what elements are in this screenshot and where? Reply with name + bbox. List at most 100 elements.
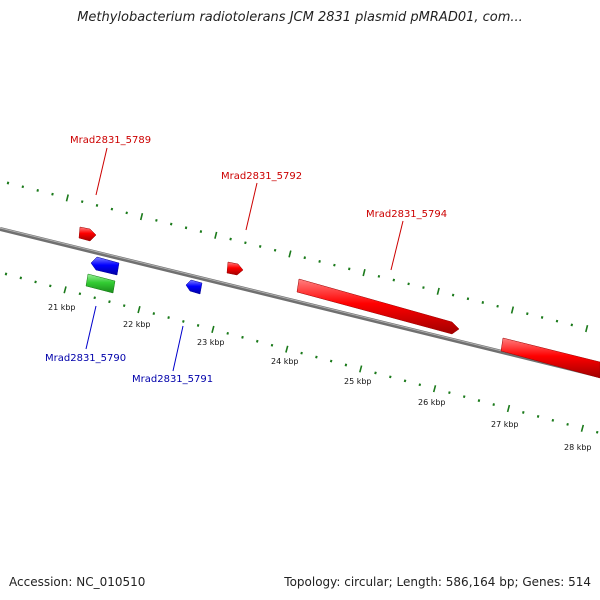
kbp-label-21: 21 kbp xyxy=(48,303,76,312)
minor-tick xyxy=(481,301,485,304)
minor-tick xyxy=(36,189,39,192)
minor-tick xyxy=(418,383,422,387)
gene-mrad2831-5790[interactable] xyxy=(90,256,120,276)
minor-tick xyxy=(34,280,37,284)
minor-tick xyxy=(403,379,407,383)
minor-tick xyxy=(255,339,259,343)
major-tick xyxy=(285,345,289,353)
kbp-label-22: 22 kbp xyxy=(123,320,151,329)
major-tick xyxy=(288,250,292,258)
major-tick xyxy=(137,305,141,314)
kbp-label-26: 26 kbp xyxy=(418,398,446,407)
minor-tick xyxy=(167,316,170,319)
backbone-highlight xyxy=(0,227,600,376)
major-tick xyxy=(211,325,215,334)
rna-gene[interactable] xyxy=(85,273,116,294)
major-tick xyxy=(436,287,440,295)
minor-tick xyxy=(303,256,306,260)
minor-tick xyxy=(595,430,599,434)
minor-tick xyxy=(4,272,8,276)
minor-tick xyxy=(377,274,381,278)
minor-tick xyxy=(80,200,84,204)
minor-tick xyxy=(49,284,52,288)
minor-tick xyxy=(329,359,333,363)
minor-tick xyxy=(125,211,128,215)
minor-tick xyxy=(95,203,99,207)
major-tick xyxy=(359,365,363,373)
major-tick xyxy=(63,286,67,294)
minor-tick xyxy=(152,312,156,315)
gene-label-5791[interactable]: Mrad2831_5791 xyxy=(132,374,213,385)
minor-tick xyxy=(477,399,481,403)
gene-mrad2831-5794[interactable] xyxy=(296,278,460,335)
kbp-label-27: 27 kbp xyxy=(491,420,519,429)
major-tick xyxy=(580,424,585,432)
major-tick xyxy=(585,325,589,333)
minor-tick xyxy=(315,355,318,359)
minor-tick xyxy=(555,319,559,323)
minor-tick xyxy=(78,292,82,296)
kbp-label-23: 23 kbp xyxy=(197,338,225,347)
kbp-label-25: 25 kbp xyxy=(344,377,372,386)
major-tick xyxy=(362,269,366,277)
major-tick xyxy=(432,385,437,393)
upper-tick-track xyxy=(6,181,589,333)
minor-tick xyxy=(122,304,126,308)
minor-tick xyxy=(155,218,158,222)
minor-tick xyxy=(551,418,555,422)
major-tick xyxy=(506,404,511,413)
minor-tick xyxy=(492,403,495,406)
minor-tick xyxy=(273,248,277,252)
label-line-5789 xyxy=(95,147,108,196)
gene-label-5794[interactable]: Mrad2831_5794 xyxy=(366,209,447,220)
major-tick xyxy=(65,194,69,202)
backbone-line xyxy=(0,227,600,378)
minor-tick xyxy=(570,323,574,327)
minor-tick xyxy=(199,230,203,233)
label-line-5794 xyxy=(390,220,404,271)
gene-label-5789[interactable]: Mrad2831_5789 xyxy=(70,135,151,146)
minor-tick xyxy=(389,375,392,379)
gene-mrad2831-5792[interactable] xyxy=(226,261,244,276)
gene-mrad2831-5789[interactable] xyxy=(78,226,97,242)
minor-tick xyxy=(6,181,10,185)
minor-tick xyxy=(451,293,455,297)
label-line-5792 xyxy=(245,182,258,231)
gene-partial-right[interactable] xyxy=(500,337,600,379)
minor-tick xyxy=(318,260,321,263)
minor-tick xyxy=(93,296,96,300)
accession-label: Accession: NC_010510 xyxy=(9,575,146,589)
minor-tick xyxy=(466,297,470,301)
label-line-5790 xyxy=(85,305,97,350)
minor-tick xyxy=(348,267,351,271)
minor-tick xyxy=(226,331,229,335)
minor-tick xyxy=(258,245,262,248)
gene-mrad2831-5791[interactable] xyxy=(185,279,203,295)
lower-tick-track xyxy=(4,272,599,434)
minor-tick xyxy=(448,391,451,395)
minor-tick xyxy=(19,276,23,280)
gene-label-5790[interactable]: Mrad2831_5790 xyxy=(45,353,126,364)
major-tick xyxy=(139,213,144,221)
minor-tick xyxy=(526,312,529,316)
minor-tick xyxy=(110,207,114,211)
minor-tick xyxy=(244,241,247,245)
minor-tick xyxy=(51,192,54,196)
gene-label-5792[interactable]: Mrad2831_5792 xyxy=(221,171,302,182)
minor-tick xyxy=(496,304,499,308)
minor-tick xyxy=(182,320,185,323)
major-tick xyxy=(214,231,218,239)
minor-tick xyxy=(229,237,232,241)
minor-tick xyxy=(108,300,111,304)
minor-tick xyxy=(196,324,200,327)
minor-tick xyxy=(270,343,274,347)
minor-tick xyxy=(21,185,25,189)
minor-tick xyxy=(566,422,569,426)
minor-tick xyxy=(422,286,425,289)
minor-tick xyxy=(536,415,540,418)
minor-tick xyxy=(392,278,396,282)
minor-tick xyxy=(462,395,466,399)
minor-tick xyxy=(540,316,544,319)
minor-tick xyxy=(184,226,188,230)
